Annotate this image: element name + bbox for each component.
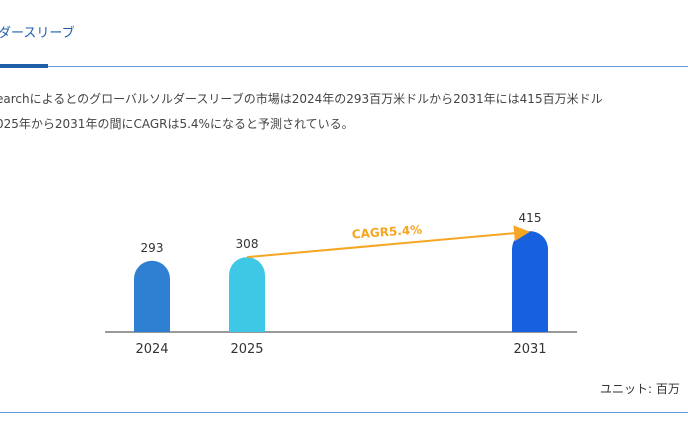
- tab-divider: [0, 66, 688, 67]
- value-label-2024: 293: [141, 241, 164, 255]
- cagr-label: CAGR5.4%: [351, 223, 422, 242]
- active-tab-indicator: [0, 64, 48, 68]
- category-label-2025: 2025: [230, 342, 263, 357]
- category-label-2031: 2031: [513, 342, 546, 357]
- bottom-divider: [0, 412, 688, 413]
- cagr-arrow: [246, 225, 530, 259]
- value-label-2031: 415: [519, 211, 542, 225]
- bar-2031: [512, 231, 548, 332]
- value-label-2025: 308: [236, 237, 259, 251]
- bar-2024: [134, 260, 170, 332]
- tab-solder-sleeve[interactable]: ダースリーブ: [0, 26, 75, 41]
- category-label-2024: 2024: [135, 342, 168, 357]
- description-line-2: 025年から2031年の間にCAGRは5.4%になると予測されている。: [0, 117, 354, 131]
- bar-2025: [229, 257, 265, 332]
- unit-label: ユニット: 百万: [600, 382, 680, 396]
- description-line-1: earchによるとのグローバルソルダースリーブの市場は2024年の293百万米ド…: [0, 92, 603, 106]
